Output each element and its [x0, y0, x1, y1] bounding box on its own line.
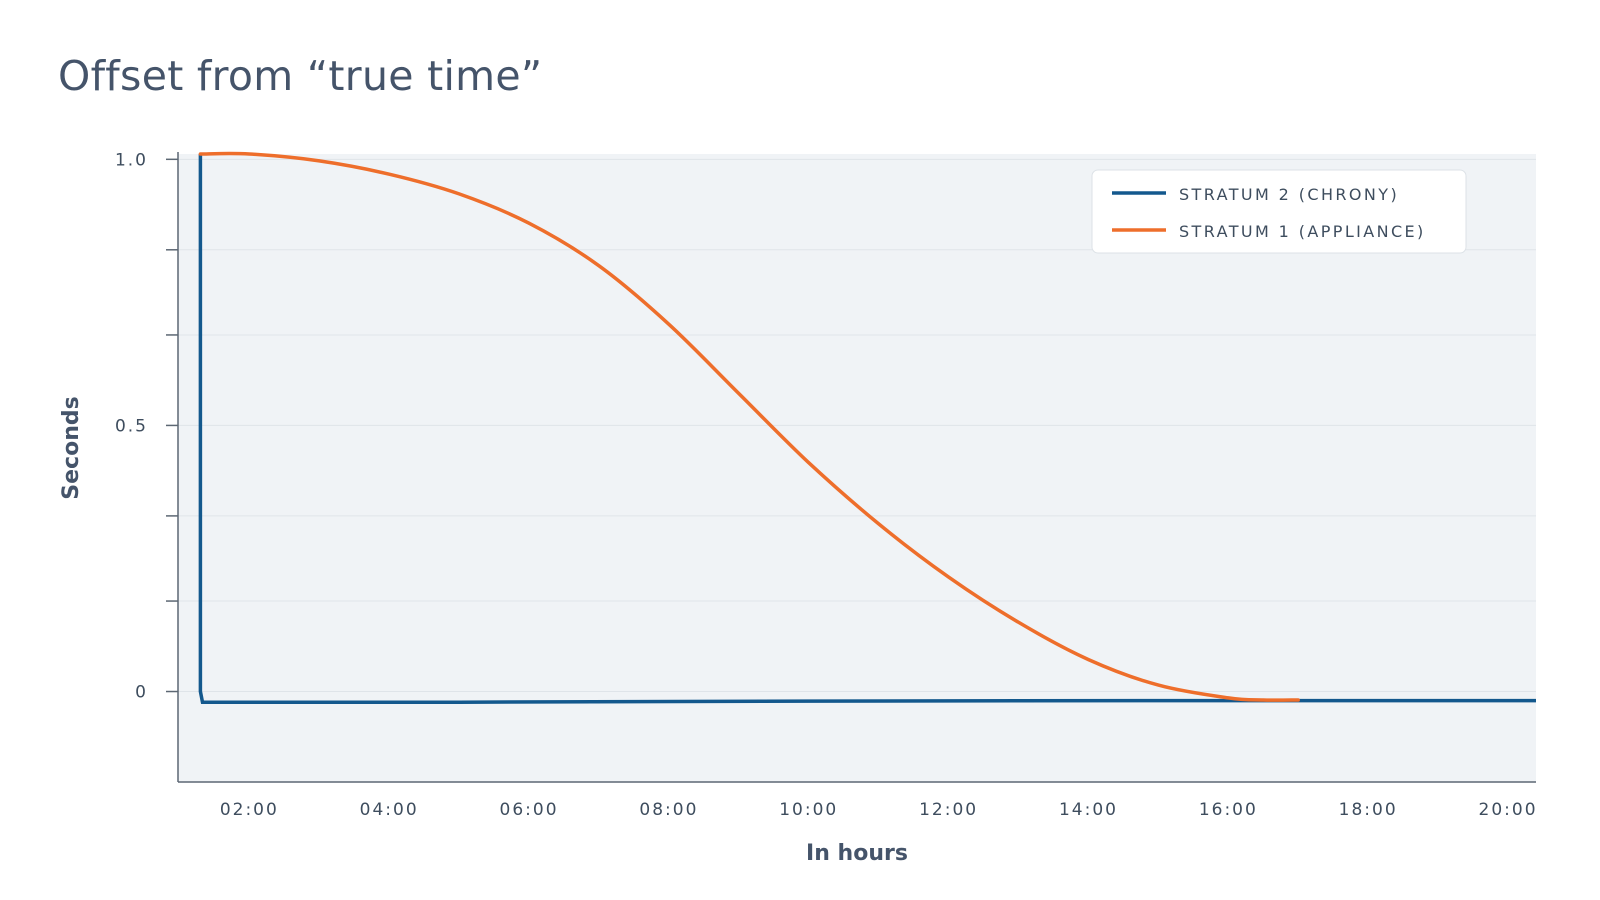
x-tick-label: 14:00	[1059, 800, 1118, 820]
x-tick-label: 06:00	[500, 800, 559, 820]
x-tick-label: 18:00	[1339, 800, 1398, 820]
y-tick-labels: 1.0 0.5 0	[115, 150, 148, 703]
legend-label-stratum-1: STRATUM 1 (APPLIANCE)	[1179, 222, 1426, 241]
x-tick-label: 12:00	[919, 800, 978, 820]
x-tick-label: 08:00	[639, 800, 698, 820]
x-tick-label: 02:00	[220, 800, 279, 820]
x-axis-title: In hours	[806, 841, 908, 866]
tick-marks	[166, 158, 178, 693]
plot-background	[178, 154, 1536, 782]
y-axis-title: Seconds	[59, 396, 84, 499]
chart-title: Offset from “true time”	[58, 52, 543, 100]
legend-box	[1091, 169, 1467, 254]
series-line-stratum-1	[198, 151, 1300, 702]
series-lines	[198, 151, 1536, 704]
x-tick-labels: 02:00 04:00 06:00 08:00 10:00 12:00 14:00 16:00…	[220, 800, 1538, 820]
x-tick-label: 04:00	[360, 800, 419, 820]
x-tick-label: 16:00	[1199, 800, 1258, 820]
x-tick-label: 20:00	[1479, 800, 1538, 820]
y-tick-label: 1.0	[115, 150, 148, 170]
y-tick-label: 0	[135, 683, 148, 703]
series-line-stratum-2	[198, 154, 1536, 704]
axes	[177, 152, 1536, 783]
x-tick-label: 10:00	[779, 800, 838, 820]
legend: STRATUM 2 (CHRONY) STRATUM 1 (APPLIANCE)	[1091, 169, 1467, 254]
legend-label-stratum-2: STRATUM 2 (CHRONY)	[1179, 185, 1399, 204]
y-tick-label: 0.5	[115, 416, 148, 436]
